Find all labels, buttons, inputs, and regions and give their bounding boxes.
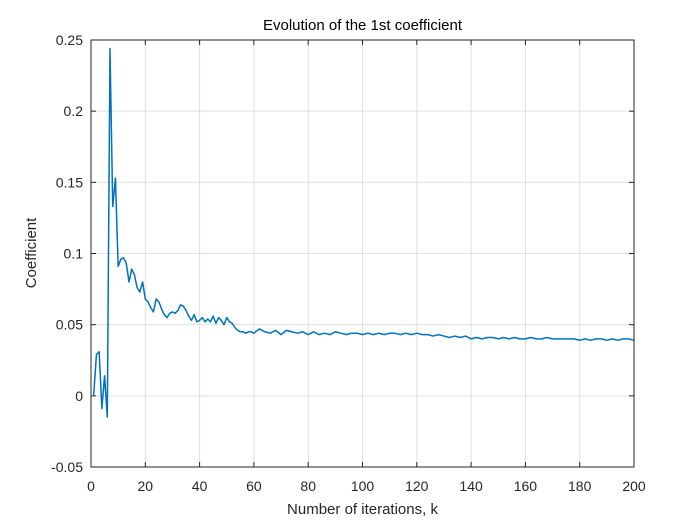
x-tick-label: 100 [351,478,375,494]
y-tick-label: 0 [75,388,83,404]
series-line-0 [92,47,635,418]
x-tick-label: 140 [459,478,483,494]
axis-ticks: 0 20 40 60 80 100 120 140 160 180 200-0.0500.050.1… [51,32,646,494]
x-tick-label: 160 [514,478,538,494]
series-layer [92,47,635,418]
chart-title: Evolution of the 1st coefficient [263,17,463,34]
x-tick-label: 200 [622,478,646,494]
y-tick-label: 0.15 [56,174,83,190]
x-tick-label: 0 [87,478,95,494]
x-tick-label: 60 [246,478,262,494]
y-axis-label: Coefficient [23,217,40,288]
x-tick-label: 40 [192,478,208,494]
x-tick-label: 20 [138,478,154,494]
x-tick-label: 80 [300,478,316,494]
y-tick-label: 0.2 [64,103,84,119]
y-tick-label: 0.05 [56,317,83,333]
y-tick-label: 0.25 [56,32,83,48]
x-tick-label: 120 [405,478,429,494]
x-tick-label: 180 [568,478,592,494]
y-tick-label: 0.1 [64,246,84,262]
y-tick-label: -0.05 [51,459,83,475]
x-axis-label: Number of iterations, k [287,501,438,518]
